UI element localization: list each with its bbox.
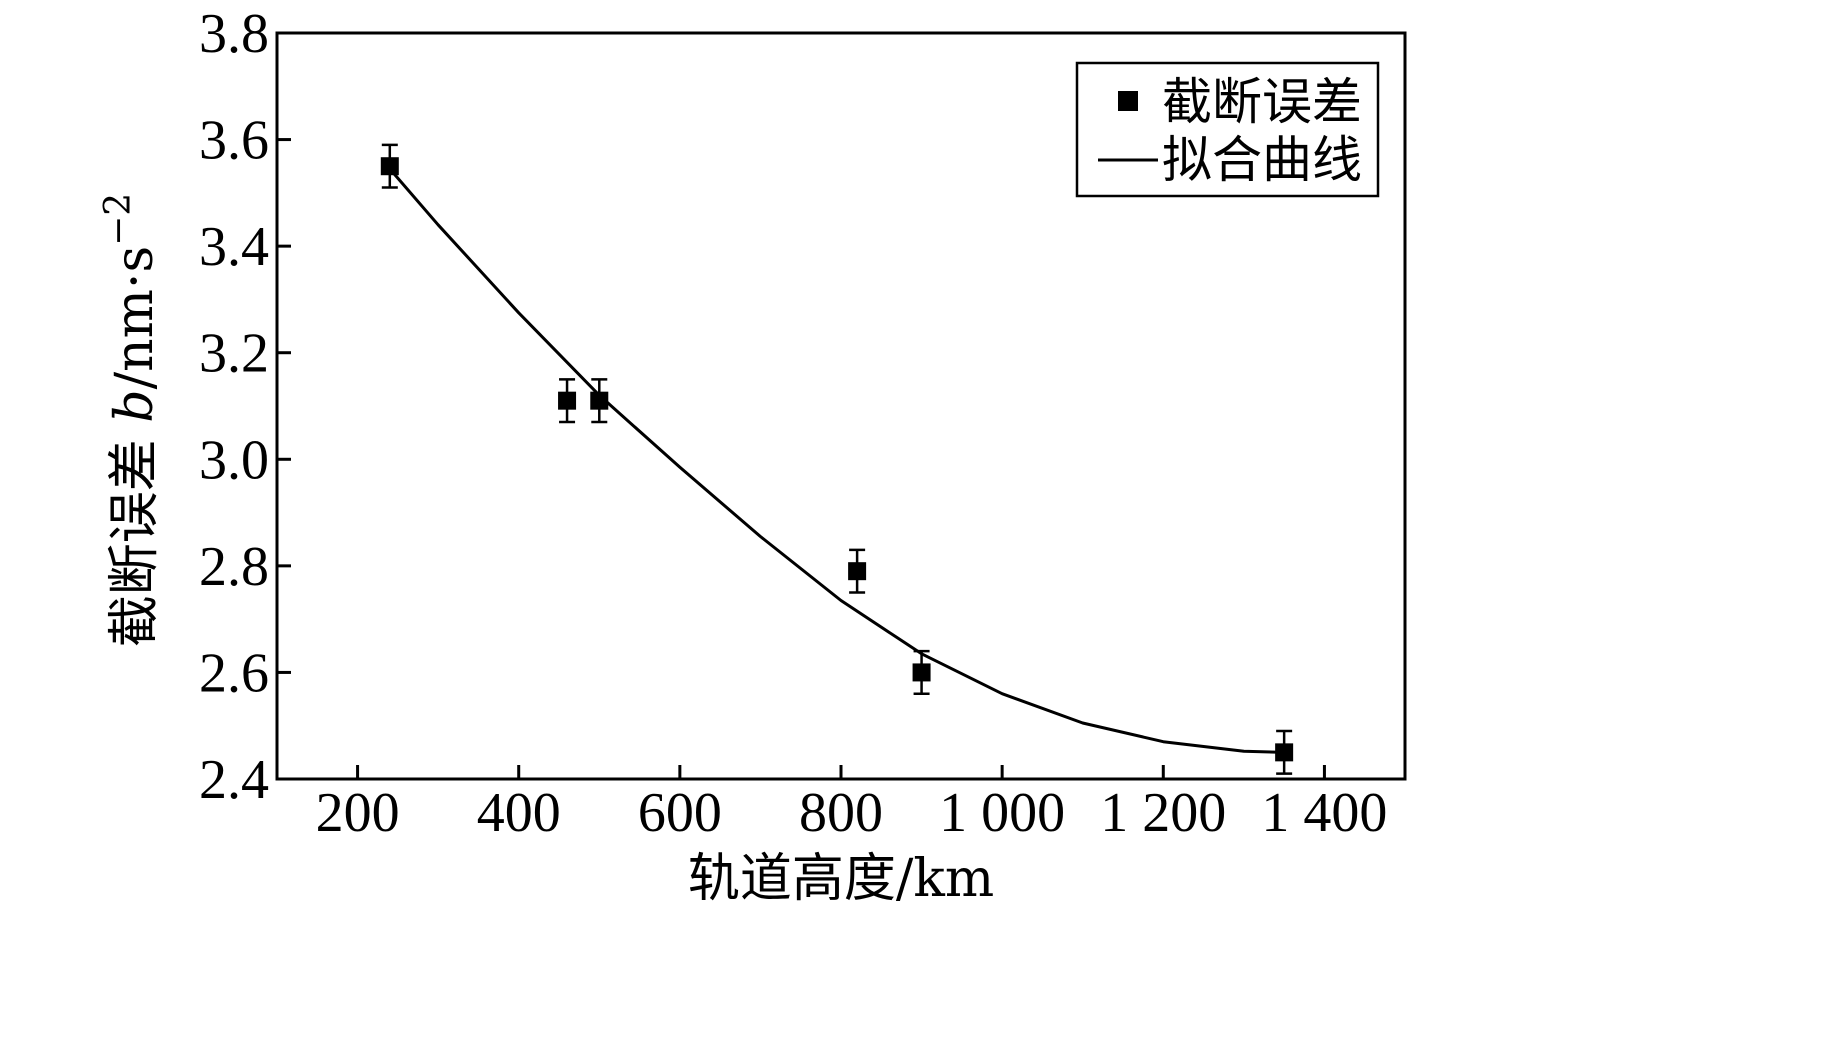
y-tick-label: 2.6 [199, 642, 269, 704]
legend-label-fit-curve: 拟合曲线 [1162, 131, 1362, 189]
legend-box [1075, 61, 1380, 198]
legend: 截断误差 拟合曲线 [1075, 61, 1380, 198]
x-tick-label: 600 [638, 782, 722, 844]
legend-marker-square-icon [1118, 91, 1138, 111]
x-tick-label: 1 200 [1100, 782, 1226, 844]
y-tick-label: 2.8 [199, 536, 269, 598]
data-point-marker [1275, 743, 1294, 762]
y-axis-title-symbol: b [105, 389, 165, 422]
y-tick-label: 3.8 [199, 3, 269, 65]
data-marker-layer [380, 157, 1294, 762]
y-axis-title-prefix: 截断误差 [105, 423, 165, 648]
fit-curve-layer [388, 167, 1285, 754]
x-tick-label: 800 [799, 782, 883, 844]
y-tick-label: 3.4 [199, 216, 269, 278]
data-point-marker [848, 562, 867, 581]
data-point-marker [380, 157, 399, 176]
y-tick-label: 2.4 [199, 749, 269, 811]
x-tick-label: 200 [316, 782, 400, 844]
data-point-marker [912, 663, 931, 682]
y-axis-title-unit: /nm·s [105, 246, 165, 390]
y-tick-label: 3.0 [199, 429, 269, 491]
x-tick-label: 1 000 [939, 782, 1065, 844]
y-tick-label: 3.2 [199, 323, 269, 385]
fit-curve-line [388, 167, 1285, 754]
y-axis-title-exponent: −2 [98, 193, 139, 246]
y-axis: 2.4 2.6 2.8 3.0 3.2 3.4 3.6 3.8 [199, 3, 291, 811]
y-tick-label: 3.6 [199, 110, 269, 172]
x-tick-label: 400 [477, 782, 561, 844]
y-axis-title: 截断误差 b/nm·s−2 [98, 193, 165, 647]
data-point-marker [558, 391, 577, 410]
data-point-marker [590, 391, 609, 410]
x-axis-title: 轨道高度/km [688, 849, 994, 909]
x-axis: 200 400 600 800 1 000 1 200 1 400 [316, 765, 1387, 844]
x-tick-label: 1 400 [1261, 782, 1387, 844]
error-bar-layer [381, 143, 1293, 775]
legend-label-truncation-error: 截断误差 [1162, 73, 1362, 131]
